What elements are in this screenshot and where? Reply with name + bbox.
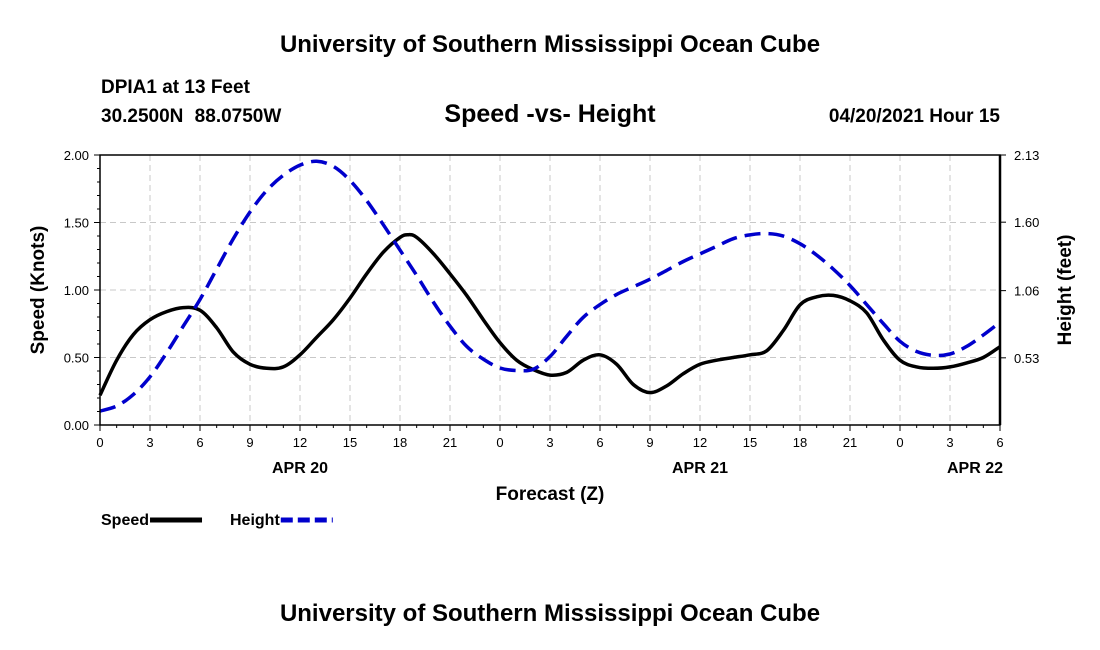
x-tick-label: 12 bbox=[693, 435, 707, 450]
series-line-height bbox=[99, 159, 1002, 413]
y-tick-label: 1.50 bbox=[64, 216, 89, 231]
x-tick-label: 21 bbox=[443, 435, 457, 450]
y2-tick-label: 0.53 bbox=[1014, 351, 1039, 366]
legend-label-height: Height bbox=[230, 512, 280, 529]
y-tick-label: 1.00 bbox=[64, 283, 89, 298]
x-tick-label: 9 bbox=[246, 435, 253, 450]
station-label: DPIA1 at 13 Feet bbox=[101, 77, 250, 98]
chart-legend: Speed Height bbox=[101, 512, 333, 529]
y-tick-label: 0.50 bbox=[64, 351, 89, 366]
x-tick-label: 18 bbox=[793, 435, 807, 450]
page-title: University of Southern Mississippi Ocean… bbox=[279, 31, 821, 58]
x-tick-label: 12 bbox=[293, 435, 307, 450]
x-tick-label: 6 bbox=[596, 435, 603, 450]
x-tick-label: 15 bbox=[743, 435, 757, 450]
x-tick-label: 6 bbox=[196, 435, 203, 450]
x-tick-label: 3 bbox=[146, 435, 153, 450]
date-label: APR 22 bbox=[947, 460, 1003, 477]
y2-tick-label: 1.06 bbox=[1014, 284, 1039, 299]
y-tick-label: 0.00 bbox=[64, 418, 89, 433]
x-axis-title: Forecast (Z) bbox=[496, 484, 605, 505]
x-tick-label: 0 bbox=[96, 435, 103, 450]
chart-title: Speed -vs- Height bbox=[444, 100, 656, 128]
series-line-speed bbox=[98, 232, 1001, 397]
y2-axis-title: Height (feet) bbox=[1055, 235, 1076, 346]
x-tick-label: 21 bbox=[843, 435, 857, 450]
x-tick-label: 3 bbox=[546, 435, 553, 450]
x-tick-label: 3 bbox=[946, 435, 953, 450]
x-tick-label: 15 bbox=[343, 435, 357, 450]
valid-time: 04/20/2021 Hour 15 bbox=[828, 106, 1000, 127]
chart-grid bbox=[100, 155, 1000, 425]
axis-ticks: 0 3 6 9 12 15 18 21 0 3 6 9 12 15 18 21 0 3 6 APR 20 APR 21 A… bbox=[64, 148, 1040, 477]
chart-series bbox=[98, 159, 1002, 413]
x-tick-label: 6 bbox=[996, 435, 1003, 450]
station-coordinates: 30.2500N 88.0750W bbox=[101, 106, 282, 127]
x-tick-label: 9 bbox=[646, 435, 653, 450]
x-tick-label: 0 bbox=[896, 435, 903, 450]
date-label: APR 21 bbox=[672, 460, 728, 477]
y2-tick-label: 2.13 bbox=[1014, 148, 1039, 163]
x-tick-label: 0 bbox=[496, 435, 503, 450]
y2-tick-label: 1.60 bbox=[1014, 215, 1039, 230]
y-tick-label: 2.00 bbox=[64, 148, 89, 163]
footer-title: University of Southern Mississippi Ocean… bbox=[279, 600, 821, 627]
x-tick-label: 18 bbox=[393, 435, 407, 450]
date-label: APR 20 bbox=[272, 460, 328, 477]
y-axis-title: Speed (Knots) bbox=[28, 226, 49, 355]
legend-label-speed: Speed bbox=[101, 512, 149, 529]
